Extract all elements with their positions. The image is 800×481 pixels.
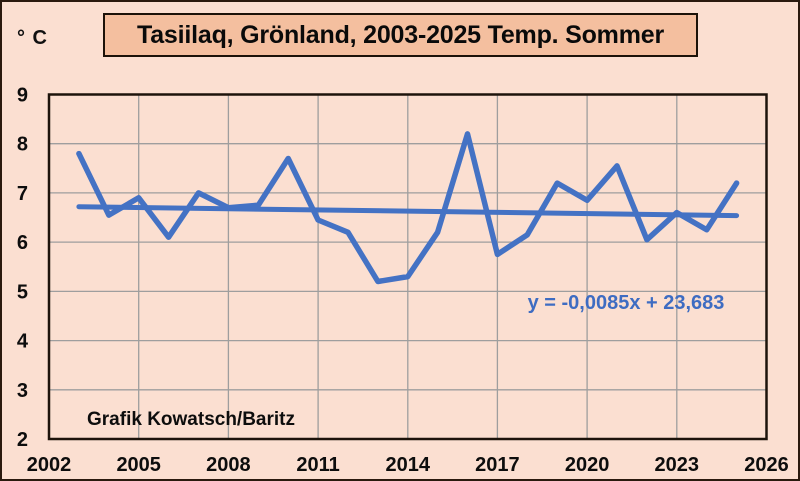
x-axis-tick-label: 2005 (116, 454, 161, 476)
y-axis-tick-label: 8 (17, 134, 28, 156)
trend-equation-label: y = -0,0085x + 23,683 (527, 292, 725, 314)
attribution-label: Grafik Kowatsch/Baritz (87, 409, 295, 430)
chart-title: Tasiilaq, Grönland, 2003-2025 Temp. Somm… (137, 20, 664, 49)
y-axis-tick-label: 7 (17, 183, 28, 205)
x-axis-tick-label: 2026 (744, 454, 789, 476)
y-axis-tick-label: 5 (17, 281, 28, 303)
x-axis-tick-label: 2020 (565, 454, 610, 476)
y-axis-tick-label: 4 (17, 331, 29, 353)
trend-line (76, 204, 740, 219)
y-axis-tick-label: 6 (17, 232, 28, 254)
x-axis-tick-label: 2017 (475, 454, 520, 476)
x-axis-tick-label: 2002 (27, 454, 72, 476)
y-axis-tick-label: 3 (17, 380, 28, 402)
plot-border (47, 93, 768, 441)
x-axis-tick-label: 2008 (206, 454, 251, 476)
x-axis-tick-label: 2011 (296, 454, 339, 476)
y-axis-tick-label: 2 (17, 429, 28, 451)
x-axis-tick-label: 2014 (386, 454, 431, 476)
y-axis-tick-label: 9 (17, 85, 28, 107)
chart-title-box: Tasiilaq, Grönland, 2003-2025 Temp. Somm… (103, 13, 698, 57)
y-axis-unit-label: ° C (17, 27, 48, 49)
x-axis-tick-label: 2023 (655, 454, 700, 476)
